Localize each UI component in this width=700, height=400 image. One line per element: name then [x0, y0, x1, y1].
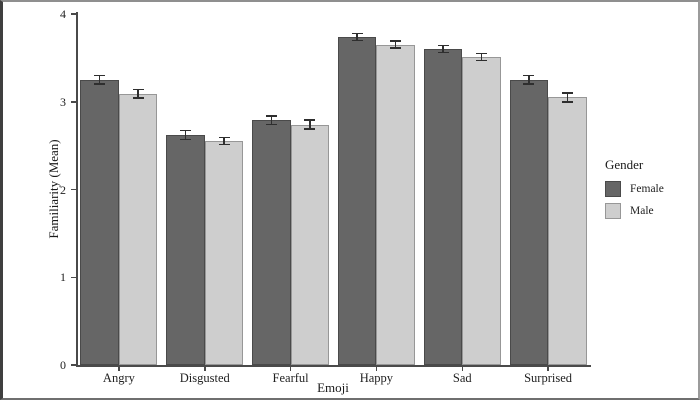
legend: Gender Female Male: [605, 157, 664, 225]
error-bar-female-surprised-stem: [528, 75, 530, 85]
error-bar-female-sad-cap-top: [437, 44, 449, 47]
legend-item-male: Male: [605, 203, 664, 219]
x-tick-label-sad: Sad: [452, 371, 472, 385]
bar-male-disgusted: [204, 141, 244, 365]
bar-female-disgusted: [166, 135, 205, 365]
error-bar-male-sad-cap-top: [476, 52, 487, 55]
error-bar-female-surprised-cap-bottom: [523, 83, 535, 85]
legend-items: Female Male: [605, 181, 664, 219]
y-tick-label-2: 2: [60, 182, 66, 197]
error-bar-female-disgusted-stem: [184, 130, 187, 140]
bar-female-sad: [423, 49, 463, 365]
error-bar-male-disgusted-cap-bottom: [218, 143, 230, 146]
error-bar-male-fearful-stem: [309, 120, 311, 129]
x-tick-label-happy: Happy: [359, 371, 394, 385]
error-bar-male-fearful-cap-top: [304, 119, 316, 121]
error-bar-male-disgusted-stem: [223, 137, 225, 145]
error-bar-female-fearful-cap-bottom: [265, 123, 277, 126]
error-bar-female-happy-cap-top: [351, 32, 363, 35]
bar-male-sad: [462, 56, 501, 365]
error-bar-female-angry-cap-top: [94, 74, 106, 77]
error-bar-male-happy-stem: [394, 41, 397, 49]
error-bar-male-happy-cap-bottom: [390, 47, 402, 49]
bar-female-fearful: [252, 120, 291, 365]
error-bar-male-disgusted-cap-top: [218, 136, 230, 139]
bar-female-surprised: [509, 79, 549, 365]
error-bar-female-disgusted-cap-bottom: [180, 138, 191, 141]
y-tick-0: [71, 364, 76, 366]
error-bar-female-surprised-cap-top: [523, 74, 535, 77]
x-tick-label-fearful: Fearful: [272, 371, 309, 385]
error-bar-male-surprised-cap-bottom: [561, 101, 573, 103]
x-axis-line: [76, 365, 591, 367]
bar-male-fearful: [290, 124, 330, 365]
error-bar-male-angry-cap-top: [132, 88, 144, 91]
error-bar-female-disgusted-cap-top: [180, 129, 191, 132]
error-bar-male-surprised-stem: [566, 92, 569, 102]
plot-area: 0 1 2 3 4 Angry Disgusted Fearful Happy Sad Surpri…: [3, 2, 698, 398]
y-tick-4: [71, 13, 76, 15]
x-tick-disgusted: [204, 366, 206, 371]
y-tick-label-3: 3: [60, 94, 66, 109]
x-tick-label-angry: Angry: [102, 371, 135, 385]
error-bar-male-surprised-cap-top: [561, 92, 573, 94]
bar-female-angry: [80, 79, 119, 365]
error-bar-female-happy-stem: [356, 33, 358, 41]
bar-male-surprised: [548, 97, 587, 365]
error-bar-male-sad-stem: [480, 53, 483, 61]
y-tick-1: [71, 276, 76, 278]
bar-male-angry: [118, 93, 158, 365]
error-bar-female-sad-stem: [442, 45, 444, 53]
x-tick-surprised: [547, 366, 549, 371]
x-tick-fearful: [289, 366, 292, 371]
y-tick-label-1: 1: [60, 270, 66, 285]
legend-item-female: Female: [605, 181, 664, 197]
error-bar-female-fearful-cap-top: [265, 115, 277, 117]
error-bar-male-fearful-cap-bottom: [304, 128, 316, 130]
bar-female-happy: [337, 36, 377, 365]
legend-label-male: Male: [630, 205, 654, 217]
error-bar-female-fearful-stem: [270, 115, 273, 125]
y-tick-2: [71, 188, 76, 191]
x-tick-angry: [118, 366, 120, 371]
y-axis-title: Familiarity (Mean): [46, 139, 61, 239]
x-tick-label-disgusted: Disgusted: [179, 371, 230, 385]
error-bar-male-angry-cap-bottom: [132, 97, 144, 99]
y-tick-3: [71, 101, 76, 103]
legend-swatch-female: [605, 181, 621, 197]
error-bar-male-sad-cap-bottom: [476, 59, 487, 62]
x-tick-label-surprised: Surprised: [524, 371, 573, 385]
y-tick-label-0: 0: [60, 358, 66, 372]
error-bar-female-sad-cap-bottom: [437, 51, 449, 54]
error-bar-female-angry-cap-bottom: [94, 83, 106, 85]
legend-label-female: Female: [630, 183, 664, 195]
error-bar-male-angry-stem: [137, 89, 139, 99]
x-tick-sad: [461, 366, 463, 371]
error-bar-female-angry-stem: [98, 75, 101, 85]
error-bar-male-happy-cap-top: [390, 40, 402, 42]
legend-swatch-male: [605, 203, 621, 219]
x-axis-title: Emoji: [317, 380, 349, 395]
x-tick-happy: [375, 366, 378, 371]
y-tick-label-4: 4: [60, 7, 66, 21]
legend-title: Gender: [605, 157, 644, 172]
error-bar-female-happy-cap-bottom: [351, 39, 363, 42]
bar-male-happy: [376, 44, 415, 365]
y-axis-line: [76, 12, 78, 367]
